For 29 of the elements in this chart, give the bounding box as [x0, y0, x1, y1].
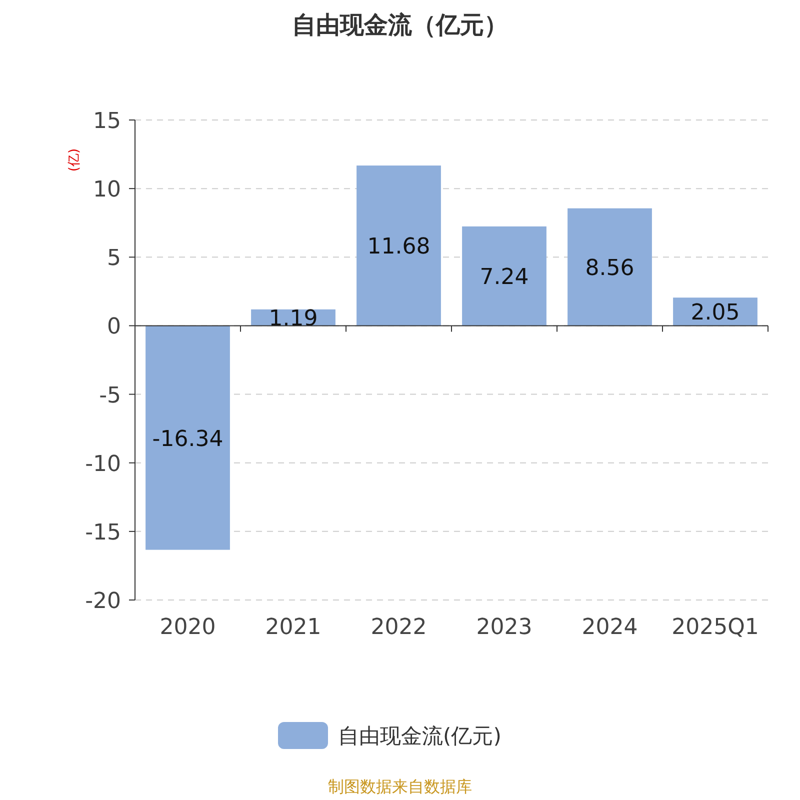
text: 制图数据来自数据库 — [328, 777, 472, 796]
data-label: 11.68 — [367, 234, 430, 260]
x-tick-label: 2020 — [160, 615, 216, 640]
x-tick-label: 2025Q1 — [672, 615, 759, 640]
y-tick-label: 10 — [93, 178, 121, 203]
x-tick-label: 2023 — [476, 615, 532, 640]
y-tick-label: -5 — [99, 383, 121, 408]
bar — [462, 226, 546, 326]
y-tick-label: -15 — [85, 520, 121, 546]
x-tick-label: 2021 — [265, 615, 322, 640]
data-label: -16.34 — [152, 426, 224, 452]
y-tick-label: 5 — [107, 246, 121, 272]
chart-title: 自由现金流（亿元） — [292, 11, 508, 39]
legend-label: 自由现金流(亿元) — [338, 724, 502, 748]
data-label: 1.19 — [268, 306, 318, 332]
y-tick-label: 0 — [107, 314, 121, 340]
data-label: 7.24 — [480, 265, 529, 290]
y-tick-label: -10 — [85, 452, 121, 477]
bar — [568, 208, 652, 326]
y-axis-title: (亿) — [67, 148, 82, 172]
y-tick-label: -20 — [85, 589, 121, 614]
y-tick-label: 15 — [93, 109, 121, 134]
bar — [356, 166, 441, 326]
x-tick-label: 2022 — [370, 615, 427, 640]
data-label: 2.05 — [690, 300, 740, 326]
bar — [146, 326, 230, 550]
data-label: 8.56 — [585, 256, 634, 282]
legend: 自由现金流(亿元) — [278, 722, 502, 749]
x-tick-label: 2024 — [582, 615, 638, 640]
